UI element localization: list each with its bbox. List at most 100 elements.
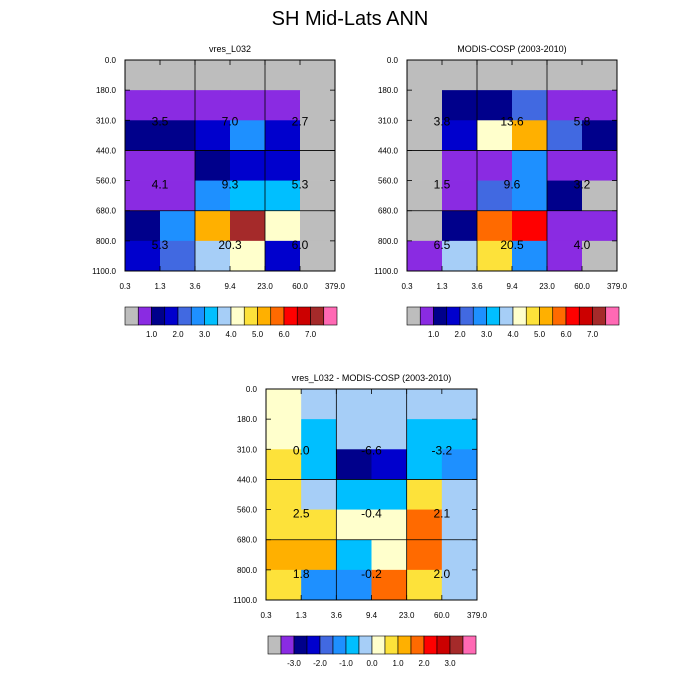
heatmap-cell — [477, 60, 513, 91]
heatmap-cell — [195, 90, 231, 121]
box-value-label: 5.3 — [152, 238, 169, 252]
heatmap-cell — [265, 240, 301, 272]
heatmap-cell — [125, 180, 161, 212]
box-value-label: 1.5 — [434, 178, 451, 192]
colorbar-swatch — [525, 306, 540, 326]
colorbar-swatch — [397, 635, 412, 655]
heatmap-cell — [336, 509, 372, 541]
heatmap-cell — [230, 120, 266, 151]
colorbar-label: 6.0 — [560, 330, 572, 339]
box-value-label: 2.0 — [433, 567, 450, 581]
heatmap-cell — [336, 449, 372, 480]
x-tick-label: 9.4 — [224, 282, 236, 291]
panel-obs: MODIS-COSP (2003-2010) 0.3 1.3 3.6 9.4 23.0 60… — [374, 44, 627, 291]
heatmap-cell — [265, 90, 301, 121]
heatmap-cell — [407, 120, 443, 151]
colorbar-label: 5.0 — [534, 330, 546, 339]
colorbar-swatch — [423, 635, 438, 655]
y-tick-label: 310.0 — [96, 116, 117, 125]
colorbar-swatch — [384, 635, 399, 655]
y-tick-label: 440.0 — [96, 146, 117, 155]
panel-title: MODIS-COSP (2003-2010) — [457, 44, 566, 54]
y-tick-label: 1100.0 — [92, 267, 116, 276]
heatmap-cell — [407, 210, 443, 242]
heatmap-cell — [442, 210, 478, 242]
box-value-label: 9.3 — [222, 178, 239, 192]
heatmap-cell — [301, 419, 337, 450]
colorbar-swatch — [332, 635, 347, 655]
colorbar-swatch — [124, 306, 139, 326]
colorbar-swatch — [462, 635, 477, 655]
x-tick-label: 60.0 — [292, 282, 308, 291]
heatmap-cell — [406, 509, 443, 541]
heatmap-cell — [512, 150, 548, 181]
heatmap-cell — [441, 479, 478, 510]
x-tick-label: 379.0 — [467, 611, 488, 620]
x-tick-label: 3.6 — [471, 282, 483, 291]
colorbar-swatch — [449, 635, 464, 655]
x-tick-label: 3.6 — [189, 282, 201, 291]
colorbar-label: 1.0 — [146, 330, 158, 339]
colorbar-swatch — [280, 635, 295, 655]
box-value-label: 1.8 — [293, 567, 310, 581]
y-tick-label: 180.0 — [378, 86, 399, 95]
colorbar-swatch — [565, 306, 580, 326]
y-tick-label: 800.0 — [96, 237, 117, 246]
panel-title: vres_L032 — [209, 44, 251, 54]
heatmap-cell — [477, 240, 513, 272]
box-value-label: -6.6 — [361, 443, 382, 457]
colorbar-label: 7.0 — [305, 330, 317, 339]
box-value-label: 0.0 — [293, 443, 310, 457]
heatmap-cell — [300, 180, 336, 212]
box-value-label: 5.3 — [292, 178, 309, 192]
colorbar-label: 3.0 — [481, 330, 493, 339]
heatmap-cell — [371, 419, 408, 450]
heatmap-cell — [160, 120, 196, 151]
colorbar-swatch — [472, 306, 487, 326]
colorbar-label: 1.0 — [428, 330, 440, 339]
heatmap-cell — [195, 150, 231, 181]
y-tick-label: 310.0 — [378, 116, 399, 125]
colorbar-label: -3.0 — [287, 659, 301, 668]
heatmap-cell — [230, 240, 266, 272]
colorbar-swatch — [605, 306, 620, 326]
heatmap-cell — [160, 60, 196, 91]
heatmap-cell — [266, 419, 302, 450]
box-value-label: -3.2 — [431, 443, 452, 457]
y-tick-label: 0.0 — [387, 56, 399, 65]
heatmap-cell — [441, 569, 478, 601]
box-value-label: 9.6 — [504, 178, 521, 192]
x-tick-label: 23.0 — [539, 282, 555, 291]
heatmap-cell — [266, 539, 302, 571]
heatmap-cell — [266, 569, 302, 601]
heatmap-cell — [582, 210, 618, 242]
x-tick-label: 379.0 — [325, 282, 346, 291]
box-value-label: 6.0 — [292, 238, 309, 252]
heatmap-cell — [406, 479, 443, 510]
box-value-label: 6.5 — [434, 238, 451, 252]
heatmap-cell — [477, 90, 513, 121]
heatmap-cell — [230, 210, 266, 242]
heatmap-cell — [407, 180, 443, 212]
heatmap-cell — [300, 150, 336, 181]
colorbar-swatch — [257, 306, 272, 326]
heatmap-cell — [301, 569, 337, 601]
y-tick-label: 180.0 — [96, 86, 117, 95]
heatmap-cell — [300, 90, 336, 121]
heatmap-cell — [300, 210, 336, 242]
panel-model: vres_L032 0.3 1.3 3.6 9.4 23.0 60.0 379.0 0.0 180… — [92, 44, 345, 291]
y-tick-label: 1100.0 — [374, 267, 398, 276]
heatmap-cell — [265, 210, 301, 242]
heatmap-cell — [406, 419, 443, 450]
heatmap-cell — [407, 60, 443, 91]
y-tick-label: 310.0 — [237, 445, 258, 454]
heatmap-cell — [160, 90, 196, 121]
heatmap-cell — [230, 90, 266, 121]
colorbar-swatch — [371, 635, 386, 655]
heatmap-cell — [336, 389, 372, 420]
box-value-label: 4.0 — [574, 238, 591, 252]
heatmap-cell — [582, 60, 618, 91]
x-tick-label: 1.3 — [436, 282, 448, 291]
heatmap-cell — [441, 449, 478, 480]
colorbar-swatch — [310, 306, 325, 326]
